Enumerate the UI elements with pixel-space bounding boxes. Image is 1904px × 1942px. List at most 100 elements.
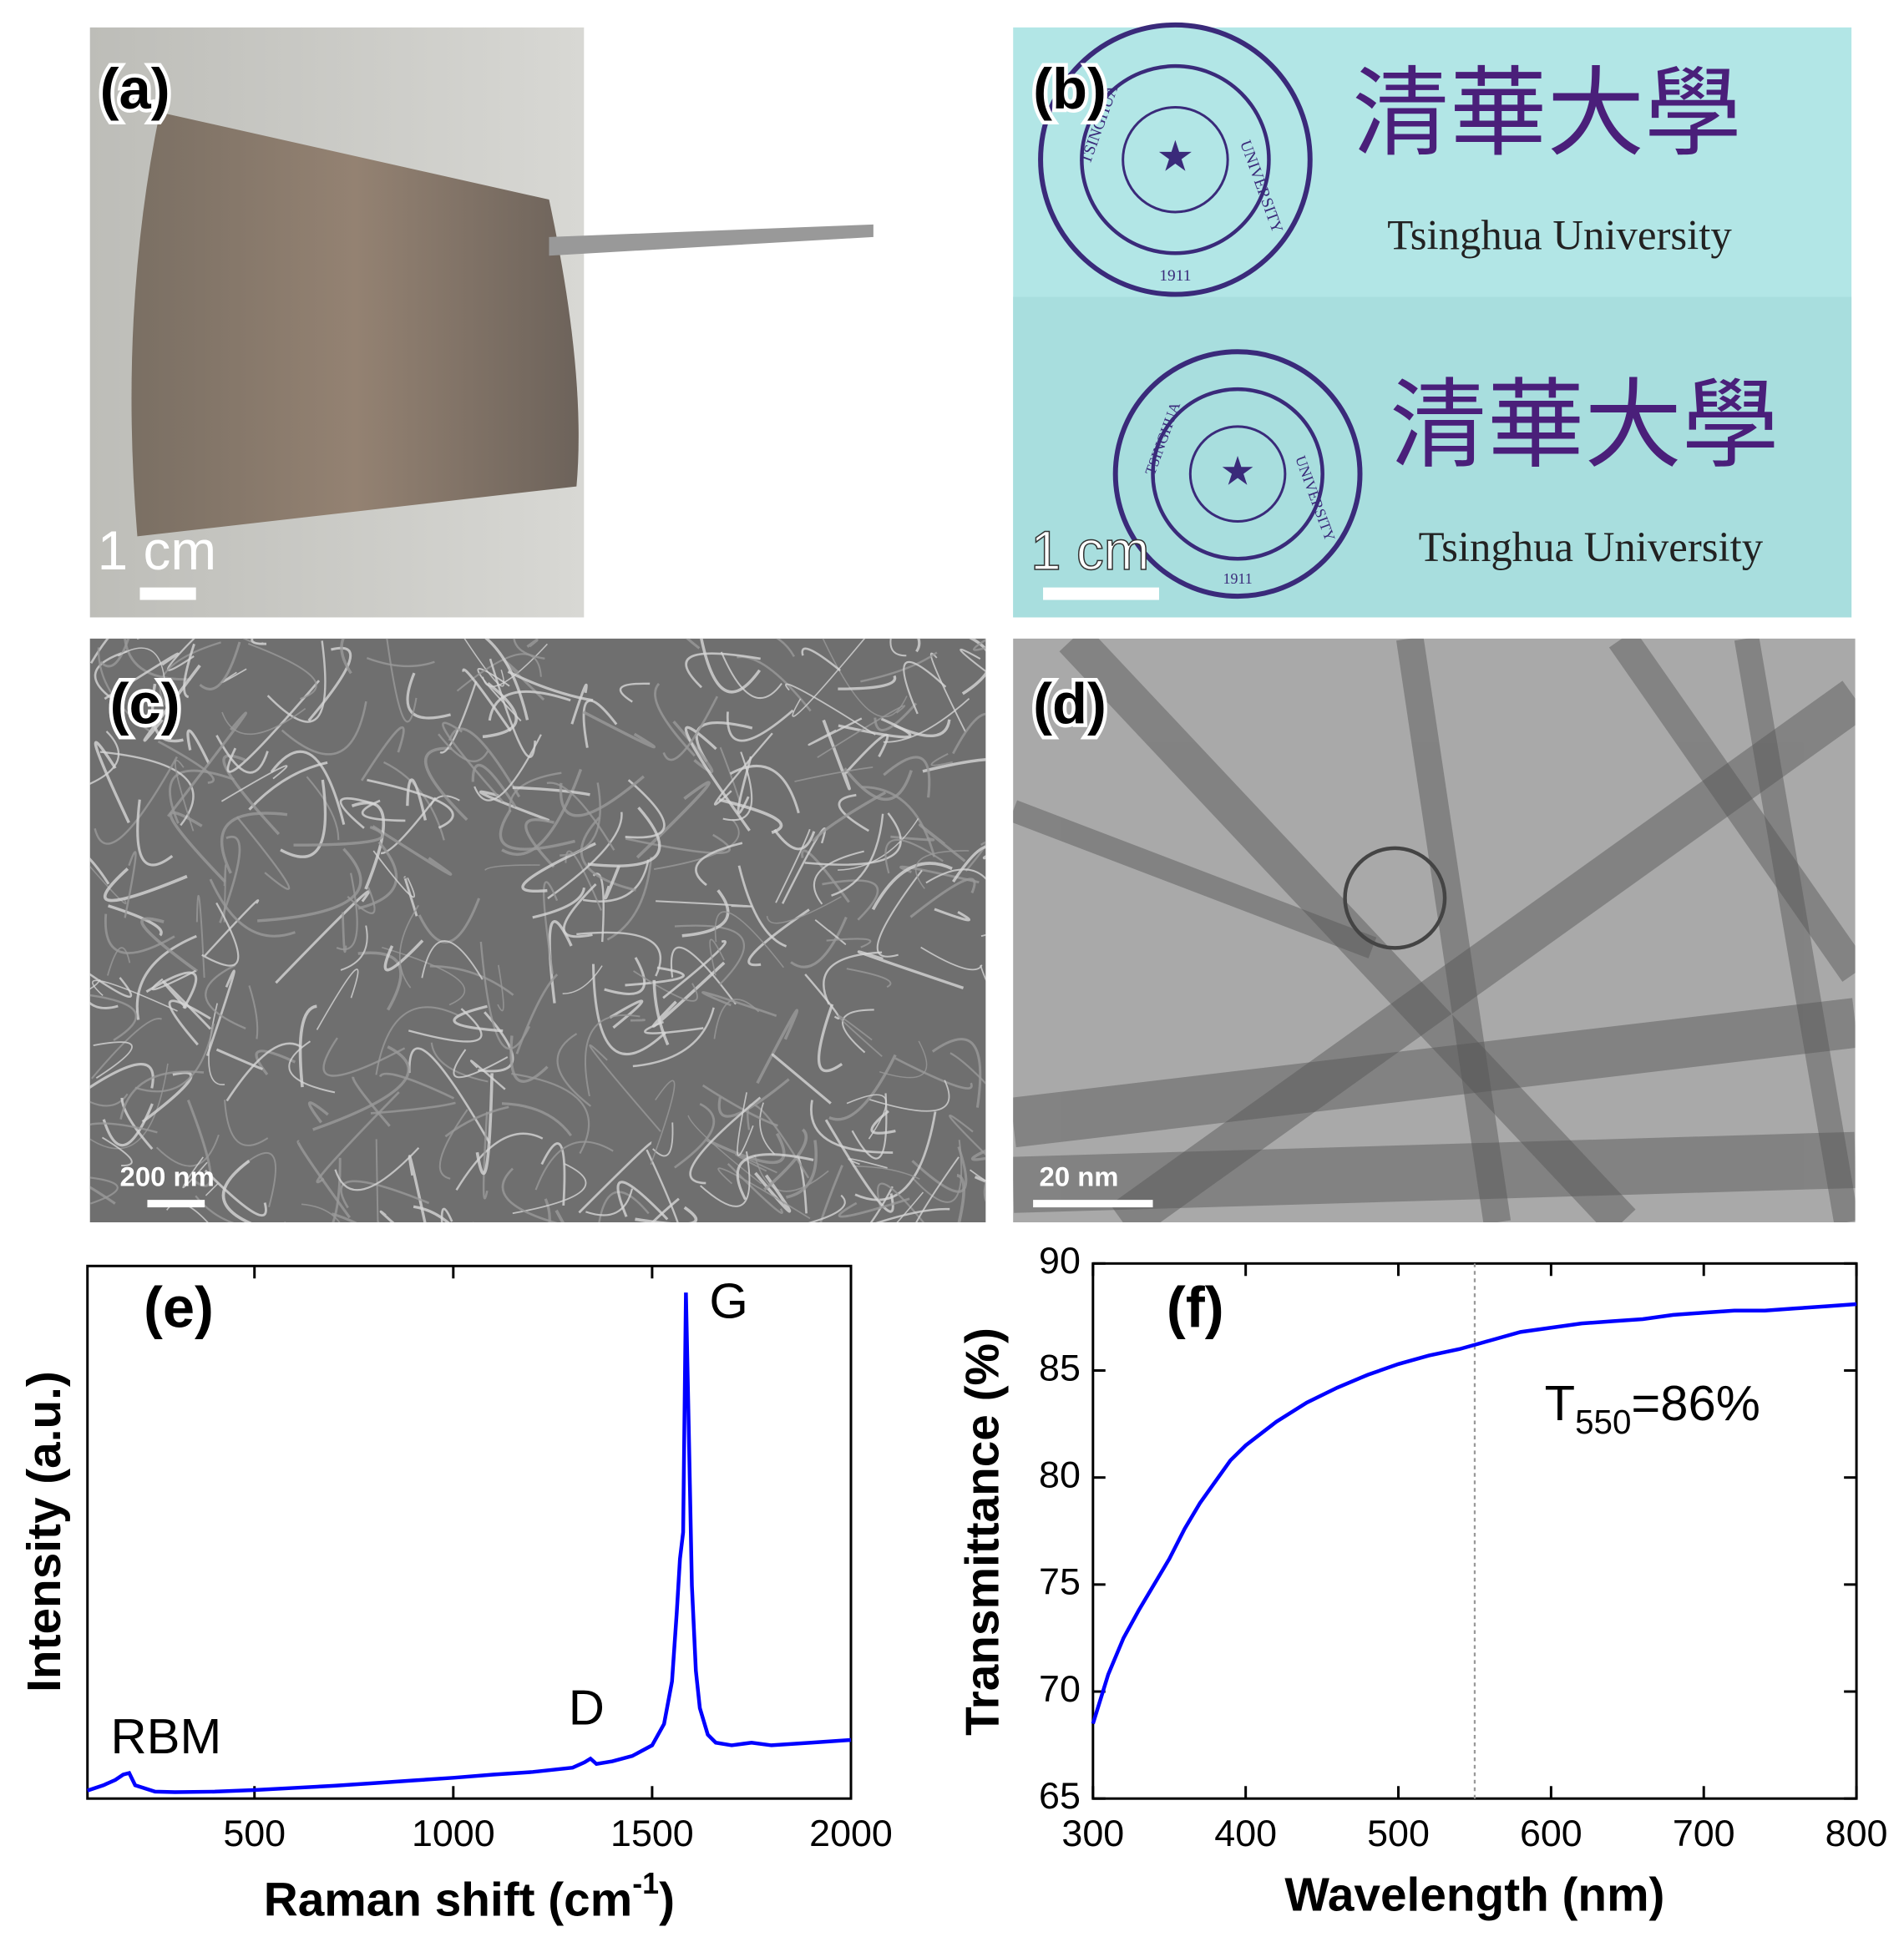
fiber	[453, 1049, 509, 1079]
fiber	[860, 651, 938, 683]
fiber	[896, 1191, 924, 1223]
fiber	[455, 1132, 544, 1191]
fiber	[484, 864, 540, 871]
seal-text: 1911	[1223, 570, 1253, 587]
fiber	[786, 1140, 818, 1199]
fiber	[150, 683, 184, 743]
fiber	[89, 1122, 158, 1134]
fiber	[726, 709, 794, 742]
fiber	[972, 638, 986, 651]
fiber	[293, 825, 384, 847]
fiber	[876, 869, 923, 958]
fiber	[340, 925, 368, 971]
fiber	[312, 1045, 410, 1131]
fiber	[103, 867, 188, 903]
fiber	[135, 934, 197, 1020]
fiber	[546, 781, 615, 851]
fiber	[453, 1004, 504, 1033]
fiber	[846, 968, 892, 989]
fiber	[270, 750, 346, 826]
fiber	[223, 864, 227, 923]
fiber	[183, 643, 195, 699]
fiber	[482, 682, 518, 739]
fiber	[616, 1181, 669, 1221]
fiber	[462, 668, 512, 732]
fiber	[507, 670, 594, 702]
fiber	[497, 964, 504, 1012]
fiber	[915, 1156, 960, 1223]
fiber	[322, 1037, 406, 1077]
fiber	[379, 1210, 395, 1223]
fiber	[582, 699, 618, 748]
fiber	[366, 656, 435, 668]
fiber	[713, 732, 773, 806]
fiber	[625, 833, 731, 855]
fiber	[980, 964, 986, 981]
fiber	[625, 779, 666, 839]
fiber	[826, 938, 872, 948]
fiber	[444, 1105, 509, 1138]
fiber	[801, 849, 850, 903]
fiber	[662, 939, 727, 999]
fibers	[0, 638, 986, 1311]
fiber	[93, 1041, 133, 1080]
fiber	[747, 1103, 810, 1179]
fiber	[540, 1142, 566, 1206]
bundle	[1734, 638, 1856, 1223]
fiber	[931, 1038, 982, 1108]
fiber	[247, 642, 317, 700]
fiber	[204, 1169, 267, 1217]
fiber	[205, 1182, 219, 1196]
fiber	[543, 881, 559, 974]
fiber	[771, 1053, 832, 1105]
panel-label: (b)	[1033, 57, 1106, 121]
fiber	[0, 1033, 75, 1080]
fiber	[375, 1139, 380, 1223]
fiber	[375, 1006, 459, 1075]
fiber	[810, 1100, 894, 1154]
fiber	[717, 1078, 790, 1118]
fiber	[220, 812, 288, 874]
fiber	[737, 756, 752, 815]
x-tick-label: 600	[1520, 1813, 1582, 1854]
fiber	[773, 828, 816, 851]
x-axis-title-part: )	[659, 1874, 675, 1927]
scale-bar	[147, 1200, 205, 1208]
fiber	[633, 970, 698, 1002]
fiber	[255, 1049, 296, 1075]
fiber	[221, 1159, 253, 1223]
fiber	[584, 1014, 641, 1097]
fiber	[456, 653, 542, 692]
fiber	[559, 775, 645, 817]
fiber	[952, 845, 986, 883]
fiber	[889, 638, 907, 657]
fiber	[580, 817, 636, 892]
fiber	[124, 638, 191, 681]
fiber	[408, 1008, 483, 1043]
fiber	[195, 894, 205, 979]
fiber	[168, 999, 211, 1046]
fiber	[120, 1097, 154, 1151]
fiber	[822, 879, 879, 921]
fiber	[430, 1042, 489, 1083]
fiber	[378, 1072, 455, 1100]
seal	[1038, 22, 1363, 599]
fiber	[591, 963, 667, 1056]
fiber	[101, 1136, 133, 1167]
fiber	[215, 1048, 263, 1070]
fiber	[484, 638, 529, 721]
fiber	[785, 683, 876, 736]
fiber	[838, 1197, 910, 1218]
fiber	[562, 882, 597, 938]
fiber	[562, 965, 603, 994]
fiber	[879, 1040, 928, 1079]
fiber	[776, 638, 796, 658]
fiber	[301, 1203, 341, 1223]
fiber	[204, 899, 260, 957]
fiber	[369, 1231, 426, 1311]
fiber	[140, 917, 199, 973]
fiber	[512, 786, 590, 797]
fiber	[646, 1149, 679, 1223]
annotation: RBM	[110, 1708, 221, 1764]
